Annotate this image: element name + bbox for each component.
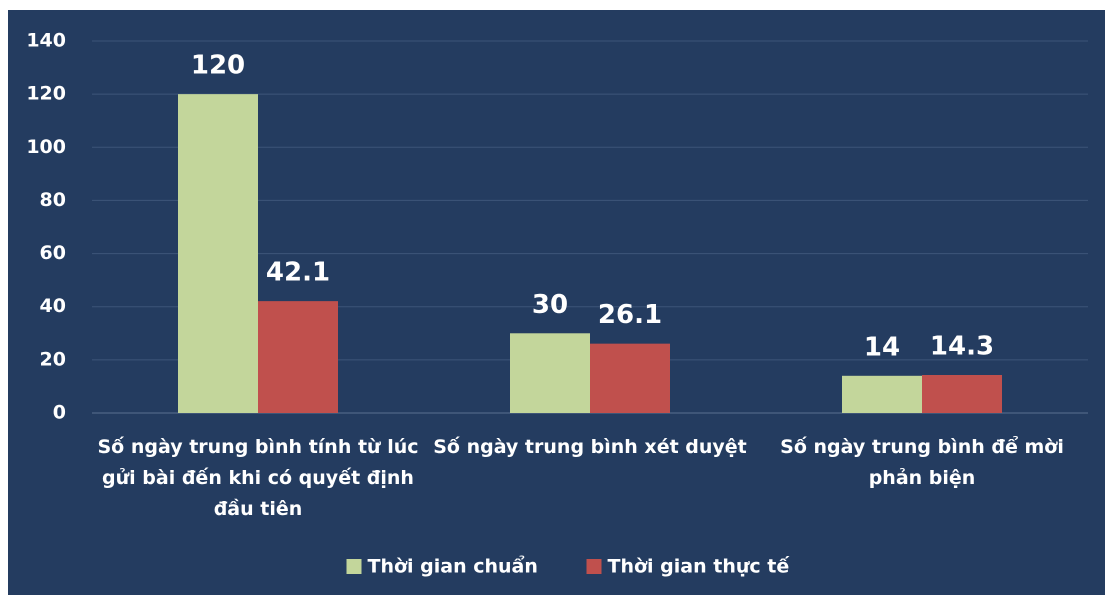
data-label: 14 [864,332,900,362]
legend-swatch [346,559,362,574]
x-tick-label: Số ngày trung bình để mời phản biện [780,436,1064,489]
data-label: 120 [191,51,245,81]
y-tick-label: 40 [40,295,66,317]
legend-label: Thời gian thực tế [608,555,791,578]
bar [842,375,922,413]
bar [590,343,670,413]
y-tick-label: 80 [40,189,66,211]
data-label: 14.3 [930,332,994,362]
x-tick-label: Số ngày trung bình xét duyệt [433,436,747,458]
y-tick-label: 60 [40,242,66,264]
bar [258,301,338,413]
y-tick-label: 0 [53,402,66,424]
data-label: 26.1 [598,300,662,330]
bar [922,375,1002,413]
y-tick-label: 20 [40,348,66,370]
y-tick-label: 140 [26,30,66,52]
legend-label: Thời gian chuẩn [368,555,538,578]
y-tick-label: 100 [26,136,66,158]
legend-swatch [586,559,602,574]
y-tick-label: 120 [26,83,66,105]
data-label: 30 [532,290,568,320]
bar [178,94,258,414]
bar [510,333,590,413]
x-tick-label: Số ngày trung bình tính từ lúc gửi bài đ… [97,436,419,520]
data-label: 42.1 [266,258,330,288]
